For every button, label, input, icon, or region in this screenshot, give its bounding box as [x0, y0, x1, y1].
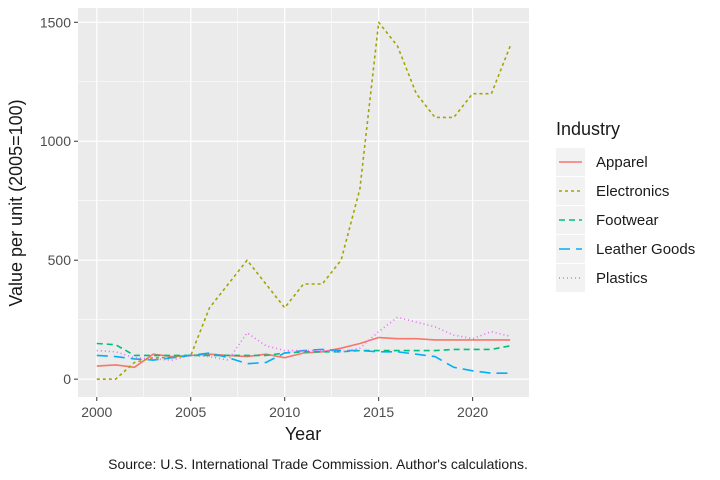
legend-label-plastics: Plastics — [596, 270, 648, 287]
x-tick-label: 2010 — [269, 404, 300, 420]
chart-caption: Source: U.S. International Trade Commiss… — [108, 456, 528, 472]
legend-label-footwear: Footwear — [596, 212, 659, 229]
legend-title: Industry — [556, 119, 620, 139]
x-axis-title: Year — [285, 424, 321, 444]
x-tick-label: 2000 — [81, 404, 112, 420]
minor-gridlines — [78, 8, 529, 397]
y-tick-label: 500 — [48, 252, 72, 268]
y-axis-ticks: 0 500 1000 1500 — [40, 14, 78, 387]
series-line-footwear — [96, 342, 511, 357]
series-line-leather-goods — [96, 348, 511, 375]
legend-label-leather-goods: Leather Goods — [596, 241, 695, 258]
x-axis-ticks: 2000 2005 2010 2015 2020 — [81, 397, 488, 420]
x-tick-label: 2020 — [457, 404, 488, 420]
y-tick-label: 1500 — [40, 14, 71, 30]
x-tick-label: 2015 — [363, 404, 394, 420]
legend-items: Apparel Electronics Footwear Leather Goods P… — [556, 148, 695, 292]
y-tick-label: 0 — [63, 371, 71, 387]
y-tick-label: 1000 — [40, 133, 71, 149]
series-lines — [96, 21, 511, 381]
major-gridlines — [78, 8, 529, 397]
legend-key-bg-plastics — [556, 264, 585, 292]
y-axis-title: Value per unit (2005=100) — [6, 99, 26, 306]
x-tick-label: 2005 — [175, 404, 206, 420]
legend: Industry Apparel Electronics Footwear Leath… — [556, 119, 695, 292]
plot-panel — [78, 8, 529, 397]
legend-label-apparel: Apparel — [596, 154, 648, 171]
legend-label-electronics: Electronics — [596, 183, 669, 200]
